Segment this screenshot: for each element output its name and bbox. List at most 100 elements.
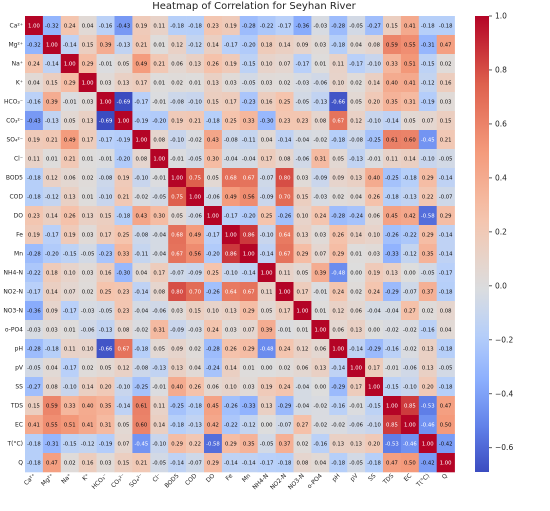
heatmap-cell bbox=[293, 187, 312, 207]
heatmap-cell bbox=[418, 54, 437, 74]
cell-value-label: 0.29 bbox=[243, 308, 255, 314]
heatmap-cell bbox=[275, 320, 294, 340]
heatmap-cell bbox=[383, 16, 402, 36]
heatmap-cell bbox=[311, 111, 330, 131]
y-tick-label: T(°C) bbox=[6, 441, 23, 448]
cell-value-label: -0.02 bbox=[403, 346, 417, 352]
heatmap-cell bbox=[347, 453, 366, 473]
cell-value-label: 0.16 bbox=[440, 80, 452, 86]
cell-value-label: -0.01 bbox=[349, 403, 363, 409]
cell-value-label: -0.18 bbox=[421, 23, 435, 29]
heatmap-cell bbox=[257, 206, 276, 226]
heatmap-cell bbox=[42, 263, 62, 283]
cell-value-label: 0.02 bbox=[350, 289, 362, 295]
cell-value-label: -0.08 bbox=[134, 232, 148, 238]
heatmap-cell bbox=[347, 206, 366, 226]
heatmap-cell bbox=[347, 263, 366, 283]
heatmap-cell bbox=[132, 111, 151, 131]
heatmap-cell bbox=[347, 320, 366, 340]
heatmap-cell bbox=[60, 244, 79, 264]
heatmap-cell bbox=[132, 415, 151, 435]
cell-value-label: 0.21 bbox=[118, 194, 130, 200]
cell-value-label: -0.42 bbox=[439, 441, 453, 447]
heatmap-cell bbox=[400, 301, 420, 321]
cell-value-label: 0.25 bbox=[100, 289, 112, 295]
cell-value-label: -0.17 bbox=[224, 213, 238, 219]
cell-value-label: 0.05 bbox=[404, 118, 416, 124]
cell-value-label: -0.19 bbox=[99, 441, 113, 447]
heatmap-cell bbox=[329, 282, 348, 302]
cell-value-label: -0.15 bbox=[421, 61, 435, 67]
cell-value-label: -0.09 bbox=[260, 194, 274, 200]
cell-value-label: -0.01 bbox=[170, 156, 184, 162]
heatmap-cell bbox=[400, 377, 420, 397]
heatmap-cell bbox=[25, 282, 44, 302]
heatmap-cell bbox=[436, 282, 455, 302]
cell-value-label: -0.18 bbox=[170, 23, 184, 29]
cell-value-label: 0.35 bbox=[243, 441, 255, 447]
cell-value-label: 0.06 bbox=[297, 365, 309, 371]
heatmap-cell bbox=[257, 377, 276, 397]
cell-value-label: -0.66 bbox=[99, 346, 113, 352]
heatmap-cell bbox=[311, 434, 330, 454]
heatmap-cell bbox=[400, 225, 420, 245]
cell-value-label: 0.19 bbox=[28, 232, 40, 238]
heatmap-cell bbox=[114, 301, 133, 321]
x-tick-label: SS bbox=[367, 472, 377, 482]
heatmap-cell bbox=[329, 73, 348, 93]
heatmap-cell bbox=[436, 415, 455, 435]
cell-value-label: 0.27 bbox=[297, 422, 309, 428]
cell-value-label: -0.13 bbox=[349, 156, 363, 162]
heatmap-cell bbox=[257, 434, 276, 454]
heatmap-cell bbox=[221, 73, 241, 93]
heatmap-cell bbox=[383, 396, 402, 416]
heatmap-cell bbox=[132, 434, 151, 454]
heatmap-cell bbox=[257, 301, 276, 321]
cell-value-label: -0.18 bbox=[45, 346, 59, 352]
cell-value-label: 0.05 bbox=[207, 175, 219, 181]
cell-value-label: 1.00 bbox=[82, 80, 94, 86]
heatmap-cell bbox=[42, 168, 62, 188]
heatmap-cell bbox=[150, 225, 169, 245]
cell-value-label: 0.12 bbox=[332, 308, 344, 314]
heatmap-cell bbox=[132, 92, 151, 112]
cell-value-label: -0.10 bbox=[63, 384, 77, 390]
cell-value-label: 0.15 bbox=[440, 118, 452, 124]
heatmap-cell bbox=[400, 396, 420, 416]
heatmap-cell bbox=[293, 73, 312, 93]
cell-value-label: -0.14 bbox=[170, 460, 184, 466]
cell-value-label: 0.25 bbox=[118, 232, 130, 238]
heatmap-cell bbox=[400, 168, 420, 188]
cell-value-label: 0.39 bbox=[314, 270, 326, 276]
cell-value-label: -0.43 bbox=[117, 23, 131, 29]
heatmap-cell bbox=[311, 187, 330, 207]
cell-value-label: 0.01 bbox=[314, 61, 326, 67]
heatmap-cell bbox=[293, 111, 312, 131]
heatmap-cell bbox=[150, 35, 169, 55]
heatmap-cell bbox=[275, 187, 294, 207]
heatmap-cell bbox=[275, 149, 294, 169]
cell-value-label: 0.17 bbox=[261, 156, 273, 162]
cell-value-label: -0.29 bbox=[278, 403, 292, 409]
cell-value-label: 0.15 bbox=[46, 80, 58, 86]
heatmap-cell bbox=[239, 149, 258, 169]
heatmap-cell bbox=[132, 73, 151, 93]
cell-value-label: 0.05 bbox=[118, 422, 130, 428]
cell-value-label: -0.12 bbox=[403, 251, 417, 257]
cell-value-label: 0.64 bbox=[225, 289, 237, 295]
cell-value-label: -0.69 bbox=[117, 99, 131, 105]
cell-value-label: 0.13 bbox=[82, 118, 94, 124]
heatmap-cell bbox=[275, 377, 294, 397]
heatmap-cell bbox=[436, 396, 455, 416]
cell-value-label: 0.01 bbox=[350, 251, 362, 257]
heatmap-cell bbox=[60, 339, 79, 359]
heatmap-cell bbox=[78, 396, 97, 416]
heatmap-cell bbox=[365, 16, 384, 36]
cell-value-label: 0.68 bbox=[171, 232, 183, 238]
cell-value-label: -0.13 bbox=[99, 327, 113, 333]
cell-value-label: 0.08 bbox=[314, 118, 326, 124]
cell-value-label: 0.07 bbox=[422, 118, 434, 124]
cell-value-label: -0.17 bbox=[278, 23, 292, 29]
cell-value-label: -0.17 bbox=[224, 42, 238, 48]
cell-value-label: -0.11 bbox=[242, 137, 256, 143]
